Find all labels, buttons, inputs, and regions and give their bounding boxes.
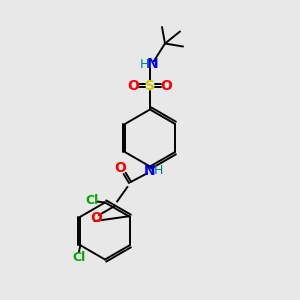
Text: Cl: Cl: [72, 251, 86, 264]
Text: H: H: [140, 58, 149, 71]
Text: O: O: [160, 79, 172, 92]
Text: O: O: [114, 161, 126, 175]
Text: S: S: [145, 79, 155, 92]
Text: O: O: [128, 79, 140, 92]
Text: Cl: Cl: [85, 194, 98, 208]
Text: N: N: [147, 58, 158, 71]
Text: N: N: [144, 164, 156, 178]
Text: H: H: [154, 164, 163, 178]
Text: O: O: [90, 211, 102, 224]
